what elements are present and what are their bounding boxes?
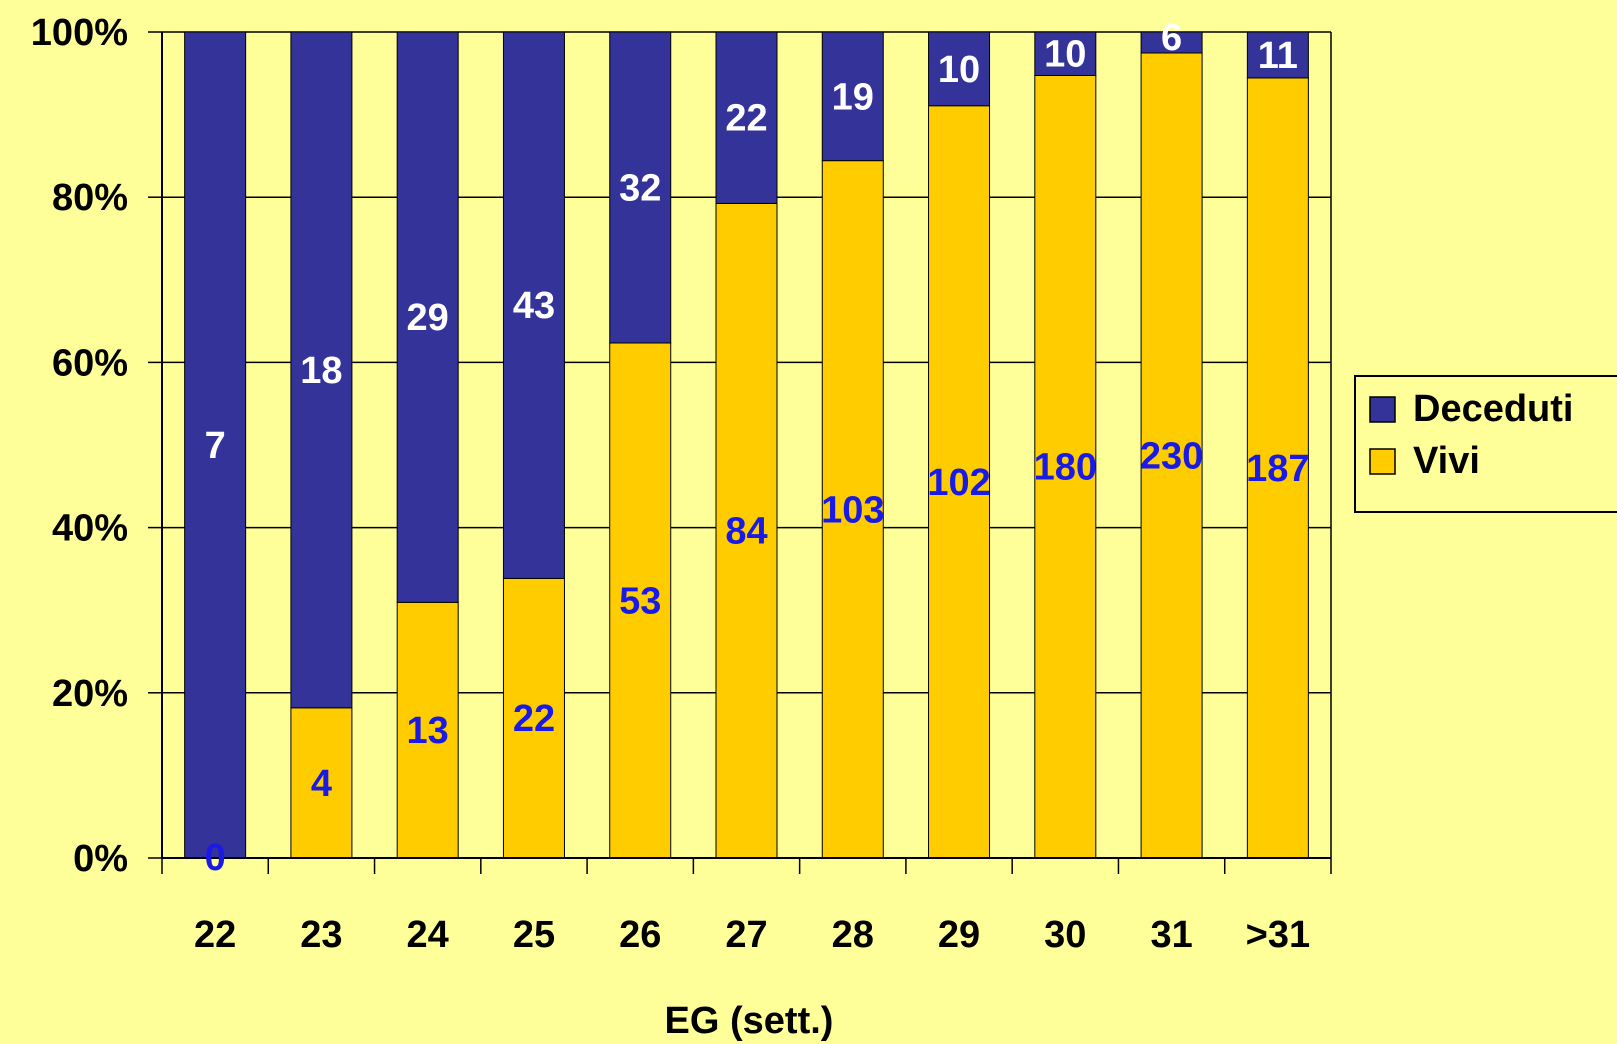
y-tick-label-4: 80%: [52, 177, 128, 219]
data-label-deceduti-7: 10: [938, 49, 980, 91]
bar-vivi-1: [290, 707, 353, 859]
bar-deceduti-6: [821, 31, 884, 162]
bar-vivi-5: [715, 202, 778, 859]
bar-deceduti-7: [928, 31, 991, 107]
x-axis-title: EG (sett.): [665, 1000, 834, 1042]
x-tick-label-1: 23: [300, 914, 342, 956]
bar-deceduti-3: [502, 31, 565, 579]
legend: Deceduti Vivi: [1354, 375, 1617, 513]
y-tick-label-3: 60%: [52, 342, 128, 384]
bar-deceduti-0: [184, 31, 247, 859]
x-tick-label-3: 25: [513, 914, 555, 956]
data-label-vivi-4: 53: [619, 580, 661, 622]
x-tick-label-6: 28: [832, 914, 874, 956]
legend-label-deceduti: Deceduti: [1413, 388, 1573, 430]
data-label-vivi-10: 187: [1246, 448, 1309, 490]
x-tick-label-5: 27: [725, 914, 767, 956]
data-label-vivi-5: 84: [725, 511, 767, 553]
x-tick-label-9: 31: [1150, 914, 1192, 956]
x-tick-label-0: 22: [194, 914, 236, 956]
data-label-deceduti-6: 19: [832, 76, 874, 118]
bar-vivi-2: [396, 601, 459, 859]
bar-vivi-10: [1246, 77, 1309, 859]
x-tick-label-2: 24: [407, 914, 449, 956]
bar-deceduti-10: [1246, 31, 1309, 79]
legend-swatch-deceduti: [1369, 396, 1396, 423]
y-tick-label-5: 100%: [31, 12, 128, 54]
bar-vivi-6: [821, 160, 884, 859]
data-labels: 0 7 4 18 13 29 22 43 53 32 84 22 103 19 102 10 180 10 230 6…: [205, 17, 1310, 879]
axes: 0% 20% 40% 60% 80% 100% 22 23 24 25 26 27 28 29 30 31 >3…: [31, 12, 1332, 956]
y-tick-label-1: 20%: [52, 673, 128, 715]
data-label-vivi-8: 180: [1034, 447, 1097, 489]
bars: [184, 31, 1309, 859]
bar-deceduti-4: [609, 31, 672, 344]
bar-deceduti-2: [396, 31, 459, 603]
x-tick-label-8: 30: [1044, 914, 1086, 956]
data-label-deceduti-5: 22: [725, 98, 767, 140]
data-label-deceduti-3: 43: [513, 285, 555, 327]
data-label-deceduti-10: 11: [1258, 35, 1298, 77]
bar-vivi-9: [1140, 52, 1203, 859]
bar-deceduti-5: [715, 31, 778, 204]
bar-deceduti-1: [290, 31, 353, 709]
legend-swatch-vivi: [1369, 448, 1396, 475]
data-label-vivi-1: 4: [311, 763, 332, 805]
bar-deceduti-8: [1034, 31, 1097, 76]
data-label-deceduti-2: 29: [407, 297, 449, 339]
data-label-deceduti-0: 7: [205, 425, 226, 467]
data-label-deceduti-8: 10: [1044, 34, 1086, 76]
data-label-deceduti-4: 32: [619, 167, 661, 209]
data-label-vivi-3: 22: [513, 698, 555, 740]
data-label-vivi-6: 103: [821, 489, 884, 531]
data-label-vivi-2: 13: [407, 710, 449, 752]
legend-label-vivi: Vivi: [1413, 440, 1480, 482]
y-tick-label-2: 40%: [52, 508, 128, 550]
legend-box: [1354, 375, 1617, 513]
bar-deceduti-9: [1140, 31, 1203, 54]
data-label-deceduti-1: 18: [300, 350, 342, 392]
data-label-deceduti-9: 6: [1161, 17, 1182, 59]
y-tick-label-0: 0%: [73, 838, 128, 880]
x-tick-label-10: >31: [1246, 914, 1310, 956]
data-label-vivi-9: 230: [1140, 436, 1203, 478]
data-label-vivi-7: 102: [927, 462, 990, 504]
bar-vivi-4: [609, 342, 672, 859]
x-tick-label-7: 29: [938, 914, 980, 956]
data-label-vivi-0: 0: [205, 837, 226, 879]
x-tick-label-4: 26: [619, 914, 661, 956]
